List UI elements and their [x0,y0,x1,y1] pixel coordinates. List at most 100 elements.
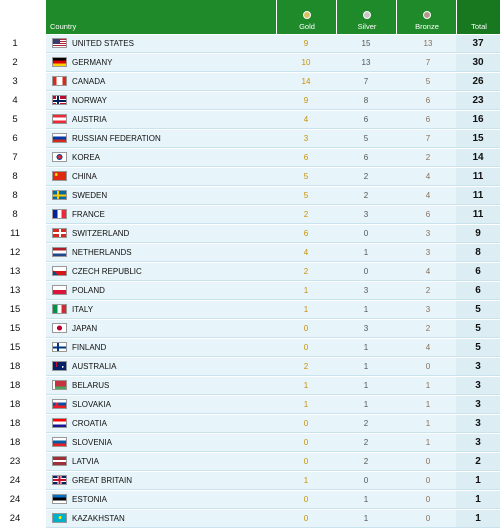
table-row[interactable]: 18 BELARUS 1 1 1 3 [0,376,500,395]
table-row[interactable]: 15 JAPAN 0 3 2 5 [0,319,500,338]
table-row[interactable]: 8 FRANCE 2 3 6 11 [0,205,500,224]
country-name[interactable]: RUSSIAN FEDERATION [72,134,161,143]
total-count: 1 [475,475,481,486]
table-row[interactable]: 15 ITALY 1 1 3 5 [0,300,500,319]
row-background [46,377,456,395]
table-row[interactable]: 18 CROATIA 0 2 1 3 [0,414,500,433]
total-count: 16 [472,114,484,125]
country-name[interactable]: JAPAN [72,324,98,333]
japan-flag-icon [52,323,67,333]
table-row[interactable]: 11 SWITZERLAND 6 0 3 9 [0,224,500,243]
bronze-count: 6 [425,96,431,105]
table-row[interactable]: 23 LATVIA 0 2 0 2 [0,452,500,471]
bronze-count: 6 [425,115,431,124]
total-count: 3 [475,399,481,410]
total-cell-background [456,206,500,224]
table-row[interactable]: 6 RUSSIAN FEDERATION 3 5 7 15 [0,129,500,148]
italy-flag-icon [52,304,67,314]
gold-count: 1 [303,286,309,295]
gold-count: 2 [303,362,309,371]
bronze-count: 0 [425,457,431,466]
total-cell-background [456,396,500,414]
country-name[interactable]: CZECH REPUBLIC [72,267,142,276]
country-name[interactable]: BELARUS [72,381,110,390]
rank-cell: 18 [9,399,21,410]
gold-count: 1 [303,476,309,485]
total-count: 8 [475,247,481,258]
country-name[interactable]: SWITZERLAND [72,229,130,238]
australia-flag-icon [52,361,67,371]
poland-flag-icon [52,285,67,295]
table-row[interactable]: 8 CHINA 5 2 4 11 [0,167,500,186]
table-row[interactable]: 4 NORWAY 9 8 6 23 [0,91,500,110]
header-total-column[interactable]: Total [456,0,500,34]
table-row[interactable]: 13 POLAND 1 3 2 6 [0,281,500,300]
country-name[interactable]: SWEDEN [72,191,108,200]
table-row[interactable]: 18 SLOVAKIA 1 1 1 3 [0,395,500,414]
total-count: 37 [472,38,484,49]
country-name[interactable]: CHINA [72,172,97,181]
table-row[interactable]: 2 GERMANY 10 13 7 30 [0,53,500,72]
rank-cell: 18 [9,380,21,391]
row-background [46,491,456,509]
row-background [46,111,456,129]
row-background [46,225,456,243]
table-row[interactable]: 24 ESTONIA 0 1 0 1 [0,490,500,509]
bronze-medal-icon [423,11,431,19]
row-background [46,244,456,262]
country-name[interactable]: NETHERLANDS [72,248,132,257]
silver-count: 8 [363,96,369,105]
silver-count: 1 [363,248,369,257]
bronze-count: 2 [425,324,431,333]
table-row[interactable]: 18 SLOVENIA 0 2 1 3 [0,433,500,452]
country-name[interactable]: LATVIA [72,457,99,466]
country-name[interactable]: FRANCE [72,210,105,219]
country-name[interactable]: CANADA [72,77,106,86]
row-background [46,92,456,110]
table-row[interactable]: 24 KAZAKHSTAN 0 1 0 1 [0,509,500,528]
bronze-count: 4 [425,172,431,181]
rank-cell: 24 [9,475,21,486]
table-row[interactable]: 15 FINLAND 0 1 4 5 [0,338,500,357]
country-name[interactable]: FINLAND [72,343,107,352]
country-name[interactable]: SLOVENIA [72,438,113,447]
silver-count: 2 [363,457,369,466]
country-name[interactable]: KOREA [72,153,101,162]
table-row[interactable]: 18 AUSTRALIA 2 1 0 3 [0,357,500,376]
silver-count: 1 [363,343,369,352]
rank-cell: 1 [12,38,18,49]
header-gold-column[interactable]: Gold [276,0,337,34]
table-row[interactable]: 12 NETHERLANDS 4 1 3 8 [0,243,500,262]
table-row[interactable]: 24 GREAT BRITAIN 1 0 0 1 [0,471,500,490]
country-name[interactable]: GREAT BRITAIN [72,476,133,485]
country-name[interactable]: ITALY [72,305,94,314]
country-name[interactable]: SLOVAKIA [72,400,111,409]
country-name[interactable]: POLAND [72,286,105,295]
header-bronze-column[interactable]: Bronze [396,0,457,34]
total-count: 3 [475,380,481,391]
country-name[interactable]: ESTONIA [72,495,107,504]
total-cell-background [456,92,500,110]
table-row[interactable]: 8 SWEDEN 5 2 4 11 [0,186,500,205]
total-cell-background [456,320,500,338]
header-country[interactable]: Country [50,22,77,31]
country-name[interactable]: CROATIA [72,419,107,428]
table-row[interactable]: 1 UNITED STATES 9 15 13 37 [0,34,500,53]
country-name[interactable]: GERMANY [72,58,113,67]
czech-flag-icon [52,266,67,276]
country-name[interactable]: KAZAKHSTAN [72,514,125,523]
country-name[interactable]: AUSTRALIA [72,362,117,371]
country-name[interactable]: UNITED STATES [72,39,134,48]
table-row[interactable]: 13 CZECH REPUBLIC 2 0 4 6 [0,262,500,281]
bronze-count: 5 [425,77,431,86]
total-cell-background [456,472,500,490]
table-header: Country Gold Silver Bronze Total [46,0,500,34]
total-count: 14 [472,152,484,163]
country-name[interactable]: NORWAY [72,96,107,105]
table-row[interactable]: 7 KOREA 6 6 2 14 [0,148,500,167]
header-silver-column[interactable]: Silver [336,0,397,34]
table-row[interactable]: 5 AUSTRIA 4 6 6 16 [0,110,500,129]
table-row[interactable]: 3 CANADA 14 7 5 26 [0,72,500,91]
country-name[interactable]: AUSTRIA [72,115,107,124]
bronze-count: 0 [425,476,431,485]
